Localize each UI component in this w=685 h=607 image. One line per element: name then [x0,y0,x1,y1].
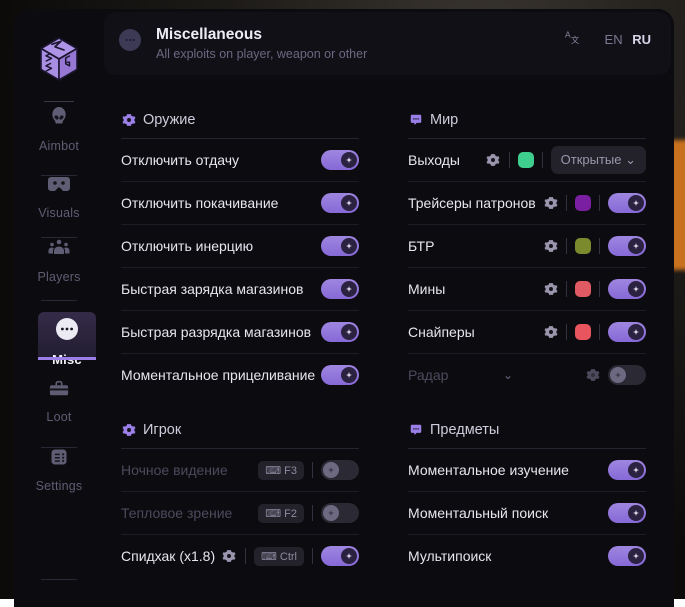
svg-text:文: 文 [571,35,580,45]
